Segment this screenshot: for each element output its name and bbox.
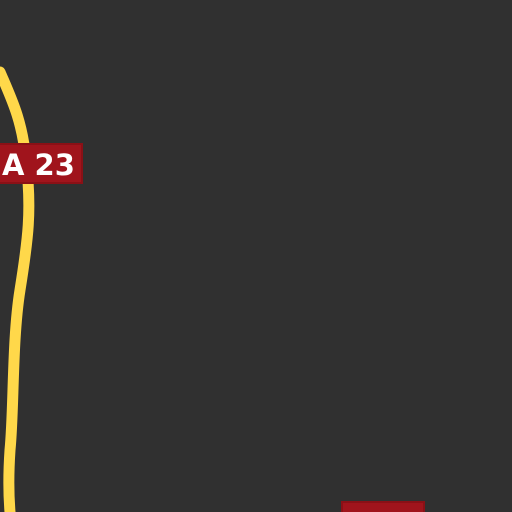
road-label-a23: A 23 — [0, 143, 83, 184]
road-label-partial — [341, 501, 425, 512]
highway-road-a23 — [0, 66, 35, 512]
road-label-a23-text: A 23 — [2, 148, 75, 182]
